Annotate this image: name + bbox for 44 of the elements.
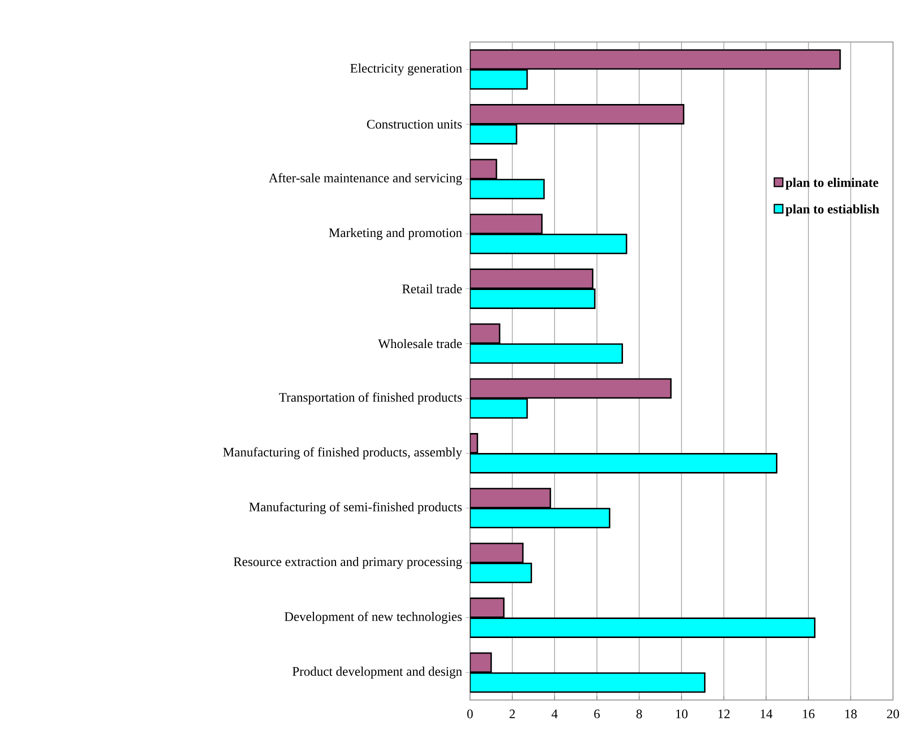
y-tick-label: Construction units [367, 120, 462, 129]
x-tick-label: 16 [803, 710, 815, 718]
y-tick-label: Wholesale trade [378, 338, 462, 348]
y-tick-label: Retail trade [402, 284, 462, 294]
x-tick-label: 6 [594, 710, 600, 718]
bar [470, 268, 594, 289]
bar [470, 542, 524, 564]
x-tick-label: 10 [676, 710, 688, 718]
bar [470, 234, 628, 254]
legend-label: plan to estiablish [786, 204, 880, 216]
y-tick-label: Electricity generation [350, 64, 462, 76]
x-tick-label: 12 [718, 710, 730, 718]
bar [470, 508, 610, 528]
x-tick-label: 14 [760, 710, 772, 718]
x-tick-label: 2 [510, 710, 515, 718]
bar [470, 178, 545, 200]
y-tick-label: Marketing and promotion [328, 228, 462, 240]
y-tick-label: After-sale maintenance and servicing [268, 173, 462, 186]
x-tick-label: 4 [552, 710, 558, 718]
y-tick-label: Manufacturing of semi-finished products [249, 502, 462, 514]
bar [470, 214, 543, 234]
x-tick-label: 0 [467, 710, 473, 718]
bar [470, 672, 706, 693]
y-tick-label: Transportation of finished products [279, 392, 462, 404]
y-tick-label: Resource extraction and primary processing [234, 557, 462, 569]
bar [470, 562, 532, 584]
x-tick-label: 18 [845, 710, 857, 718]
bar [470, 488, 552, 508]
bar [470, 398, 528, 419]
bar [470, 618, 816, 638]
y-tick-label: Development of new technologies [284, 612, 462, 624]
bar [470, 453, 778, 474]
bar [470, 69, 528, 90]
y-tick-label: Manufacturing of finished products, assembly [223, 447, 462, 460]
bar [470, 378, 672, 399]
bar [470, 124, 518, 144]
bar [470, 104, 684, 124]
x-tick-label: 8 [636, 710, 642, 718]
y-tick-label: Product development and design [292, 666, 462, 679]
legend-label: plan to eliminate [786, 178, 878, 190]
bar [470, 49, 841, 70]
x-tick-label: 20 [887, 710, 900, 718]
bar [470, 343, 623, 364]
bar [470, 288, 596, 309]
